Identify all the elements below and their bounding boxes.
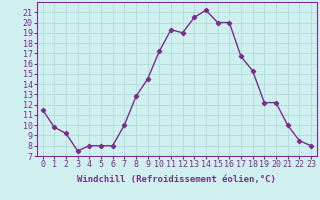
X-axis label: Windchill (Refroidissement éolien,°C): Windchill (Refroidissement éolien,°C) bbox=[77, 175, 276, 184]
